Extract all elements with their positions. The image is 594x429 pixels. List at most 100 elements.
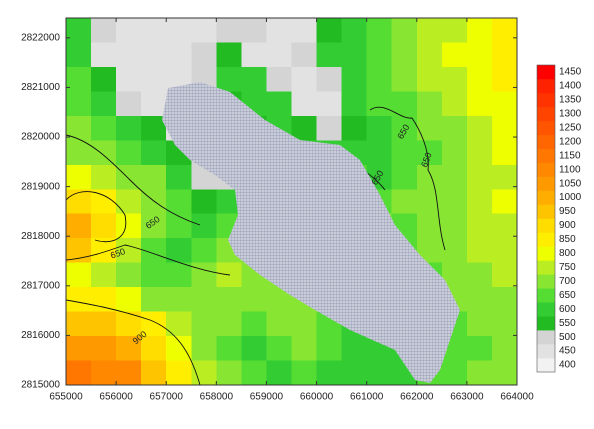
colorbar-swatch bbox=[537, 204, 555, 219]
cell bbox=[466, 360, 493, 385]
colorbar-label: 700 bbox=[559, 276, 576, 287]
colorbar-label: 1000 bbox=[559, 192, 582, 203]
cell bbox=[241, 287, 267, 313]
colorbar-label: 1050 bbox=[559, 178, 582, 189]
cell bbox=[91, 336, 117, 362]
colorbar-swatch bbox=[537, 65, 555, 80]
cell bbox=[141, 66, 167, 92]
cell bbox=[391, 140, 418, 166]
cell bbox=[141, 213, 167, 239]
x-tick-label: 662000 bbox=[400, 392, 434, 403]
cell bbox=[291, 336, 318, 362]
cell bbox=[491, 115, 517, 141]
cell bbox=[316, 42, 343, 68]
cell bbox=[416, 66, 443, 92]
colorbar-label: 750 bbox=[559, 262, 576, 273]
cell bbox=[466, 91, 493, 117]
cell bbox=[166, 238, 192, 264]
cell bbox=[91, 311, 117, 337]
cell bbox=[341, 360, 368, 385]
cell bbox=[316, 66, 343, 92]
cell bbox=[116, 115, 142, 141]
cell bbox=[291, 91, 318, 117]
x-tick-label: 659000 bbox=[250, 392, 284, 403]
colorbar-swatch bbox=[537, 92, 555, 108]
cell bbox=[166, 360, 192, 385]
cell bbox=[416, 18, 443, 43]
cell bbox=[466, 311, 493, 337]
cell bbox=[91, 238, 117, 264]
cell bbox=[441, 18, 468, 43]
cell bbox=[116, 213, 142, 239]
colorbar-label: 1400 bbox=[559, 81, 582, 92]
colorbar-label: 1450 bbox=[559, 67, 582, 78]
cell bbox=[66, 115, 92, 141]
cell bbox=[441, 360, 468, 385]
cell bbox=[266, 311, 292, 337]
cell bbox=[391, 18, 418, 43]
cell bbox=[66, 311, 92, 337]
cell bbox=[291, 66, 318, 92]
colorbar-swatch bbox=[537, 106, 555, 122]
colorbar-swatch bbox=[537, 330, 555, 345]
cell bbox=[266, 360, 292, 385]
colorbar-swatch bbox=[537, 316, 555, 331]
cell bbox=[191, 238, 217, 264]
contour-line bbox=[66, 191, 127, 243]
y-tick-label: 2815000 bbox=[21, 380, 60, 391]
cell bbox=[66, 42, 92, 68]
colorbar-label: 500 bbox=[559, 332, 576, 343]
cell bbox=[266, 66, 292, 92]
cell bbox=[266, 336, 292, 362]
cell bbox=[391, 66, 418, 92]
cell bbox=[116, 189, 142, 215]
colorbar-label: 950 bbox=[559, 206, 576, 217]
cell bbox=[491, 238, 517, 264]
cell bbox=[141, 42, 167, 68]
cell bbox=[341, 115, 368, 141]
cell bbox=[316, 336, 343, 362]
cell bbox=[441, 189, 468, 215]
colorbar-label: 1150 bbox=[559, 150, 581, 161]
contour-line bbox=[66, 134, 201, 226]
cell bbox=[216, 287, 242, 313]
cell bbox=[466, 238, 493, 264]
cell bbox=[166, 336, 192, 362]
x-tick-label: 660000 bbox=[300, 392, 334, 403]
cell bbox=[91, 115, 117, 141]
cell bbox=[191, 287, 217, 313]
x-tick-label: 658000 bbox=[200, 392, 234, 403]
contour-label: 650 bbox=[109, 246, 127, 261]
cell bbox=[166, 189, 192, 215]
cell bbox=[291, 311, 318, 337]
cell bbox=[116, 287, 142, 313]
colorbar-label: 650 bbox=[559, 290, 576, 301]
cell bbox=[416, 140, 443, 166]
colorbar-frame bbox=[536, 64, 556, 373]
cell bbox=[341, 18, 368, 43]
cell bbox=[491, 91, 517, 117]
cell bbox=[241, 18, 267, 43]
cell bbox=[491, 42, 517, 68]
cell bbox=[466, 42, 493, 68]
cell bbox=[91, 42, 117, 68]
cell bbox=[316, 360, 343, 385]
cell bbox=[491, 140, 517, 166]
cell bbox=[141, 262, 167, 288]
cell bbox=[366, 18, 393, 43]
cell bbox=[116, 91, 142, 117]
cell bbox=[66, 360, 92, 385]
y-tick-label: 2817000 bbox=[21, 280, 60, 291]
colorbar-label: 1250 bbox=[559, 122, 582, 133]
cell bbox=[491, 164, 517, 190]
cell bbox=[366, 140, 393, 166]
contour-line bbox=[66, 299, 201, 385]
cell bbox=[316, 115, 343, 141]
cell bbox=[416, 42, 443, 68]
cell bbox=[141, 91, 167, 117]
colorbar-label: 1200 bbox=[559, 136, 582, 147]
cell bbox=[491, 287, 517, 313]
x-tick-label: 661000 bbox=[350, 392, 384, 403]
cell bbox=[391, 164, 418, 190]
